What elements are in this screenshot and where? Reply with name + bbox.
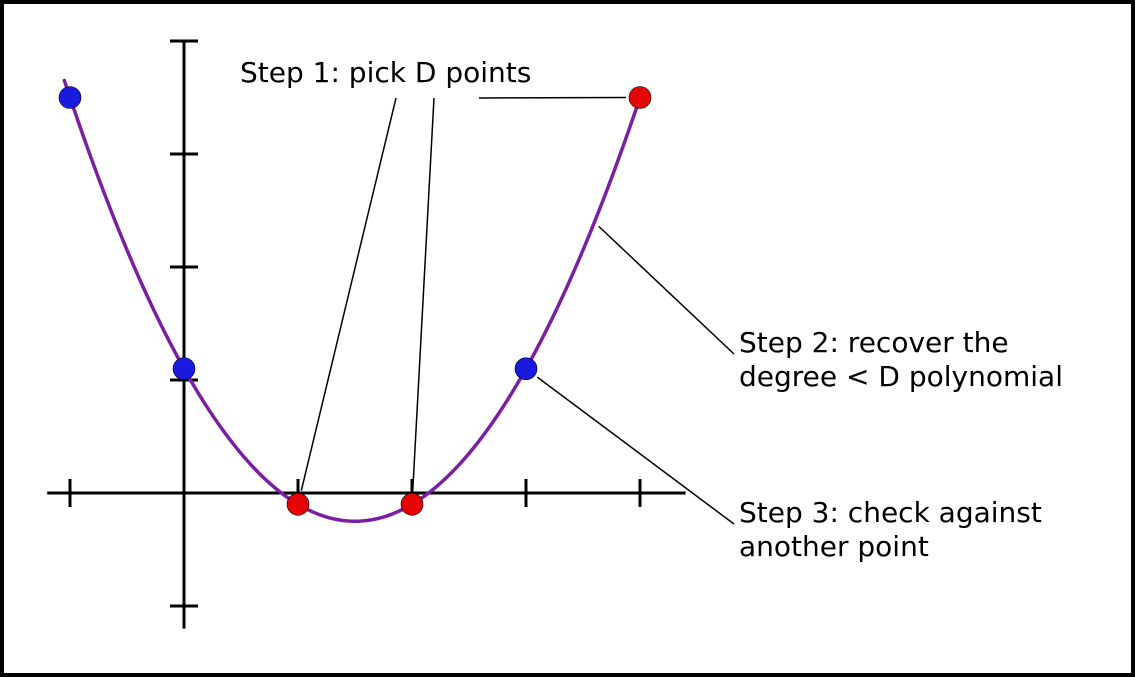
pt-red-3 — [629, 87, 651, 109]
pt-blue-far-left — [59, 87, 81, 109]
step2-label-line1: Step 2: recover the — [739, 326, 1009, 359]
annotations: Step 1: pick D points Step 2: recover th… — [240, 56, 1063, 563]
polynomial-curve — [64, 80, 642, 521]
leader-line — [413, 98, 434, 490]
leader-line — [301, 98, 396, 491]
leader-lines — [301, 98, 734, 524]
step3-label-line1: Step 3: check against — [739, 496, 1042, 529]
pt-red-2 — [401, 493, 423, 515]
axes — [47, 41, 685, 629]
pt-blue-check — [515, 358, 537, 380]
step1-label: Step 1: pick D points — [240, 56, 531, 89]
pt-red-1 — [287, 493, 309, 515]
step2-label-line2: degree < D polynomial — [739, 360, 1063, 393]
diagram-frame: Step 1: pick D points Step 2: recover th… — [0, 0, 1135, 677]
leader-line — [599, 226, 734, 354]
leader-line — [537, 377, 734, 524]
diagram-svg: Step 1: pick D points Step 2: recover th… — [4, 4, 1131, 673]
polynomial-path — [64, 80, 642, 521]
step3-label-line2: another point — [739, 530, 929, 563]
pt-blue-axis — [173, 358, 195, 380]
